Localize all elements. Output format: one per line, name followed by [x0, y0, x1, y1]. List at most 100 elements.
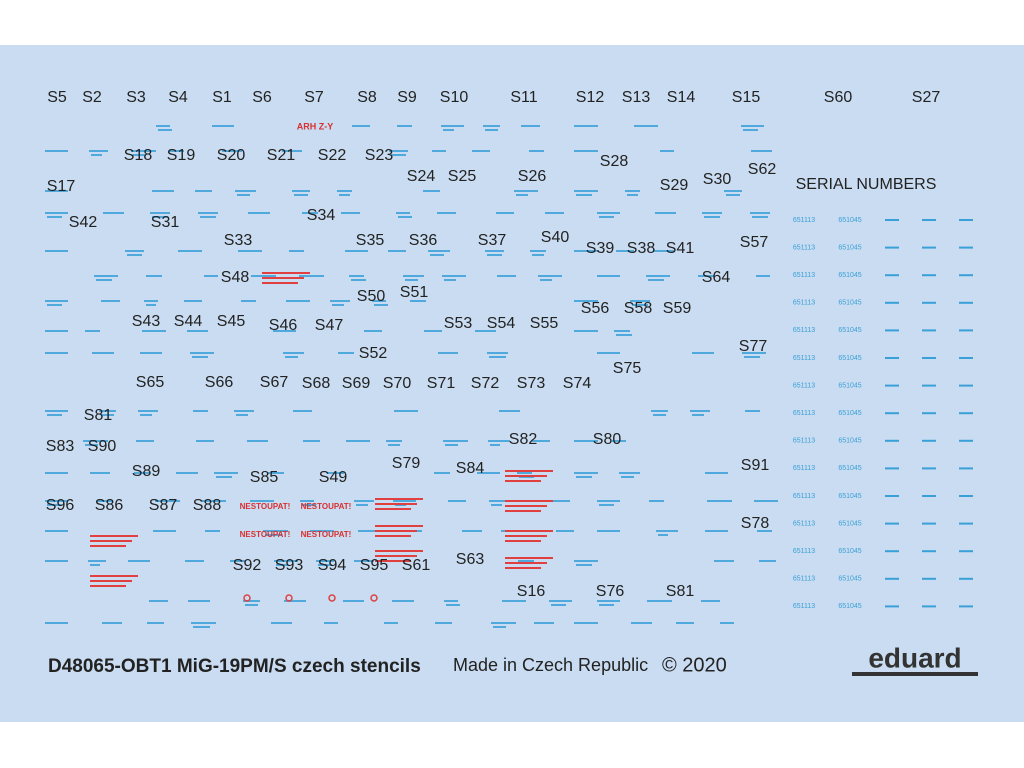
stencil-mark: [345, 250, 368, 252]
stencil-mark: [128, 560, 150, 562]
stencil-mark: [134, 472, 150, 474]
stencil-mark: [499, 410, 520, 412]
decal-label: S42: [69, 214, 98, 231]
stencil-mark: [243, 600, 260, 602]
stencil-mark: [303, 440, 320, 442]
decal-label: S45: [217, 313, 246, 330]
stencil-mark: [267, 472, 284, 474]
decal-label: S31: [151, 214, 180, 231]
serial-number: 651113: [793, 465, 815, 472]
stencil-mark: [91, 154, 102, 156]
serial-mark: [959, 301, 973, 304]
stencil-mark: [45, 150, 68, 152]
serial-number: 651045: [838, 217, 861, 224]
serial-mark: [885, 495, 899, 497]
decal-label: S2: [82, 89, 102, 106]
stencil-mark: [184, 300, 202, 302]
stencil-mark: [625, 190, 640, 192]
stencil-mark: [445, 444, 458, 446]
red-marking: NESTOUPAT!: [240, 530, 291, 539]
stencil-mark: [702, 212, 722, 214]
serial-mark: [885, 357, 899, 359]
decal-label: S26: [518, 168, 547, 185]
stencil-mark: [222, 150, 242, 152]
decal-label: S73: [517, 375, 546, 392]
decal-label: S92: [233, 557, 262, 574]
stencil-mark: [726, 194, 740, 196]
serial-mark: [959, 577, 973, 580]
decal-label: S58: [624, 300, 653, 317]
stencil-mark: [549, 600, 572, 602]
stencil-mark: [744, 356, 760, 358]
stencil-mark: [704, 216, 720, 218]
red-stencil: [505, 535, 547, 537]
decal-label: S23: [365, 147, 394, 164]
stencil-mark: [540, 279, 552, 281]
serial-mark: [959, 412, 973, 415]
stencil-mark: [45, 330, 68, 332]
stencil-mark: [384, 622, 398, 624]
serial-mark: [922, 357, 936, 359]
serial-mark: [885, 577, 899, 580]
decal-label: S13: [622, 89, 651, 106]
red-stencil: [505, 505, 547, 507]
stencil-mark: [705, 530, 728, 532]
stencil-mark: [750, 212, 770, 214]
stencil-mark: [551, 604, 566, 606]
stencil-mark: [146, 304, 156, 306]
stencil-mark: [302, 504, 316, 506]
stencil-mark: [388, 250, 406, 252]
red-stencil: [505, 557, 553, 559]
stencil-mark: [396, 212, 410, 214]
serial-mark: [959, 357, 973, 359]
serial-mark: [922, 219, 936, 221]
decal-label: S46: [269, 317, 298, 334]
decal-label: S82: [509, 431, 538, 448]
serial-mark: [959, 384, 973, 387]
stencil-mark: [599, 216, 614, 218]
stencil-mark: [193, 626, 210, 628]
stencil-mark: [196, 440, 214, 442]
stencil-mark: [614, 330, 630, 332]
serial-mark: [885, 412, 899, 415]
decal-label: S96: [46, 497, 75, 514]
stencil-mark: [389, 150, 408, 152]
serial-number: 651045: [838, 410, 861, 417]
stencil-mark: [599, 504, 614, 506]
stencil-mark: [85, 330, 100, 332]
stencil-mark: [597, 352, 620, 354]
stencil-mark: [263, 530, 288, 532]
decal-label: S25: [448, 168, 477, 185]
stencil-mark: [616, 250, 634, 252]
decal-label: S30: [703, 171, 732, 188]
serial-number: 651113: [793, 327, 815, 334]
stencil-mark: [397, 125, 412, 127]
stencil-mark: [339, 194, 350, 196]
stencil-mark: [391, 154, 406, 156]
stencil-mark: [47, 216, 62, 218]
stencil-mark: [216, 476, 232, 478]
stencil-mark: [410, 300, 426, 302]
stencil-mark: [743, 129, 758, 131]
serial-mark: [922, 550, 936, 553]
serial-mark: [922, 384, 936, 387]
serial-mark: [922, 301, 936, 304]
stencil-mark: [169, 150, 184, 152]
decal-label: S95: [360, 557, 389, 574]
stencil-mark: [705, 472, 728, 474]
stencil-mark: [354, 560, 374, 562]
decal-label: S14: [667, 89, 696, 106]
stencil-mark: [646, 275, 670, 277]
red-marking: NESTOUPAT!: [240, 502, 291, 511]
stencil-mark: [140, 352, 162, 354]
sheet-background: [0, 45, 1024, 722]
stencil-mark: [654, 250, 674, 252]
red-stencil: [375, 550, 423, 552]
stencil-mark: [698, 275, 714, 277]
serial-number: 651113: [793, 603, 815, 610]
serial-mark: [922, 439, 936, 442]
decal-label: S93: [275, 557, 304, 574]
stencil-mark: [487, 352, 508, 354]
serial-mark: [885, 522, 899, 525]
stencil-mark: [434, 472, 450, 474]
